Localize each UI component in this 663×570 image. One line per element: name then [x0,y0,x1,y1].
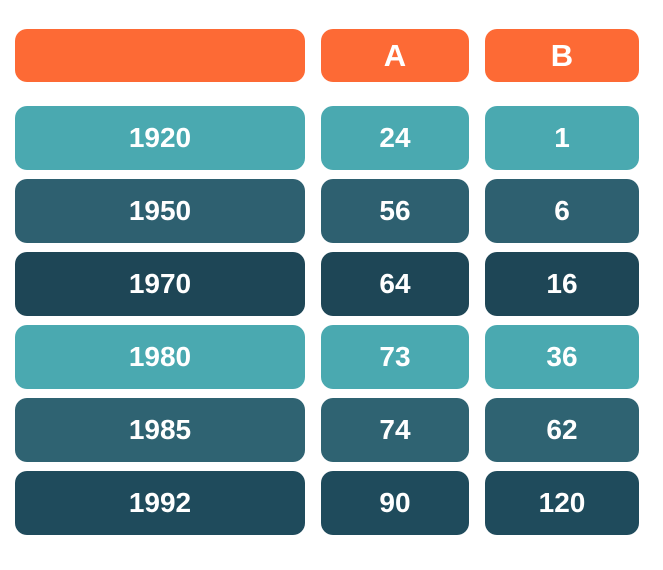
data-table: A B 1920 24 1 1950 56 6 1970 64 16 1980 … [15,29,639,535]
row-b-cell: 16 [485,252,639,316]
row-a-cell: 90 [321,471,469,535]
row-a-cell: 64 [321,252,469,316]
row-a-cell: 73 [321,325,469,389]
row-year-cell: 1992 [15,471,305,535]
header-col-a: A [321,29,469,82]
row-a-cell: 74 [321,398,469,462]
row-year-cell: 1950 [15,179,305,243]
row-b-cell: 6 [485,179,639,243]
row-b-cell: 36 [485,325,639,389]
row-b-cell: 1 [485,106,639,170]
header-year-cell [15,29,305,82]
row-a-cell: 24 [321,106,469,170]
header-col-b: B [485,29,639,82]
row-b-cell: 120 [485,471,639,535]
row-a-cell: 56 [321,179,469,243]
row-year-cell: 1970 [15,252,305,316]
row-year-cell: 1920 [15,106,305,170]
row-b-cell: 62 [485,398,639,462]
row-year-cell: 1985 [15,398,305,462]
row-year-cell: 1980 [15,325,305,389]
